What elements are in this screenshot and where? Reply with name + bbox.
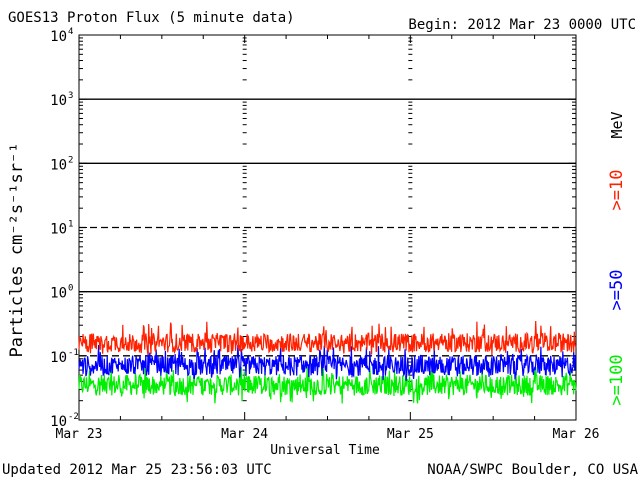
legend-unit: MeV [608, 111, 626, 138]
y-tick-label: 10 [50, 157, 67, 173]
y-tick-label: 10 [50, 350, 67, 366]
y-tick-label: 10 [50, 414, 67, 430]
updated-label: Updated 2012 Mar 25 23:56:03 UTC [2, 462, 272, 478]
legend-item: >=100 [607, 354, 627, 405]
y-tick-exponent: -2 [68, 412, 79, 422]
series-line [78, 366, 577, 404]
y-tick-exponent: 1 [68, 220, 73, 230]
x-tick-label: Mar 26 [553, 427, 600, 442]
x-tick-label: Mar 24 [221, 427, 268, 442]
y-tick-label: 10 [50, 286, 67, 302]
x-axis-ticks: Mar 23 Mar 24 Mar 25 Mar 26 [56, 35, 600, 442]
y-tick-exponent: 0 [68, 284, 73, 294]
credit-label: NOAA/SWPC Boulder, CO USA [427, 462, 638, 478]
legend-item: >=50 [607, 270, 627, 311]
series-line [78, 320, 577, 356]
series-line [78, 344, 577, 381]
y-tick-exponent: 2 [68, 155, 73, 165]
y-tick-exponent: 4 [68, 27, 73, 37]
legend: >=10 >=50 >=100 MeV [607, 111, 627, 405]
x-tick-label: Mar 23 [56, 427, 103, 442]
x-tick-label: Mar 25 [387, 427, 434, 442]
y-tick-label: 10 [50, 29, 67, 45]
begin-label: Begin: 2012 Mar 23 0000 UTC [408, 17, 636, 33]
threshold-lines [79, 98, 576, 357]
y-tick-label: 10 [50, 222, 67, 238]
legend-item: >=10 [607, 170, 627, 211]
y-tick-label: 10 [50, 93, 67, 109]
y-tick-exponent: 3 [68, 91, 73, 101]
x-axis-label: Universal Time [270, 443, 380, 458]
chart-title: GOES13 Proton Flux (5 minute data) [8, 10, 295, 26]
y-tick-exponent: -1 [68, 348, 79, 358]
y-axis-label: Particles cm⁻²s⁻¹sr⁻¹ [7, 143, 27, 358]
series-group [78, 320, 577, 404]
